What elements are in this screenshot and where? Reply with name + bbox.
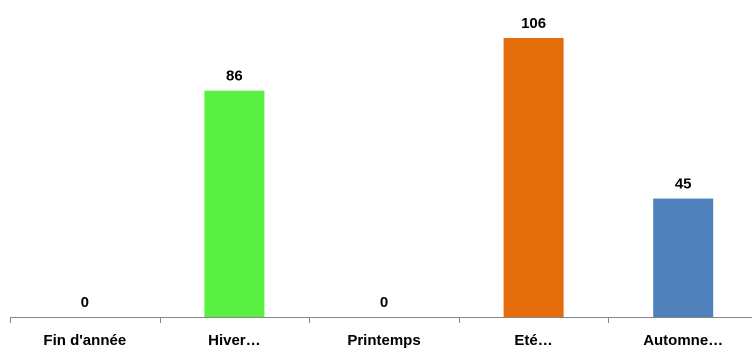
bar bbox=[503, 38, 564, 317]
x-axis-tick-label: Hiver… bbox=[208, 332, 261, 349]
bar-value-label: 0 bbox=[81, 294, 89, 311]
x-axis-tick-label: Automne… bbox=[643, 332, 723, 349]
x-axis-tick-label: Printemps bbox=[347, 332, 420, 349]
bars-group bbox=[204, 38, 714, 317]
bar-value-label: 106 bbox=[521, 15, 546, 32]
bar-value-label: 0 bbox=[380, 294, 388, 311]
bar-value-label: 45 bbox=[675, 176, 692, 193]
bar-value-label: 86 bbox=[226, 68, 243, 85]
x-axis-tick-label: Eté… bbox=[514, 332, 552, 349]
bar bbox=[204, 90, 265, 317]
value-labels-group: 0 86 0 106 45 bbox=[81, 15, 692, 311]
bar bbox=[653, 198, 714, 317]
x-axis-ticks-group bbox=[10, 317, 609, 323]
x-axis-tick-label: Fin d'année bbox=[43, 332, 126, 349]
x-axis-tick-labels-group: Fin d'année Hiver… Printemps Eté… Automne… bbox=[43, 332, 723, 349]
